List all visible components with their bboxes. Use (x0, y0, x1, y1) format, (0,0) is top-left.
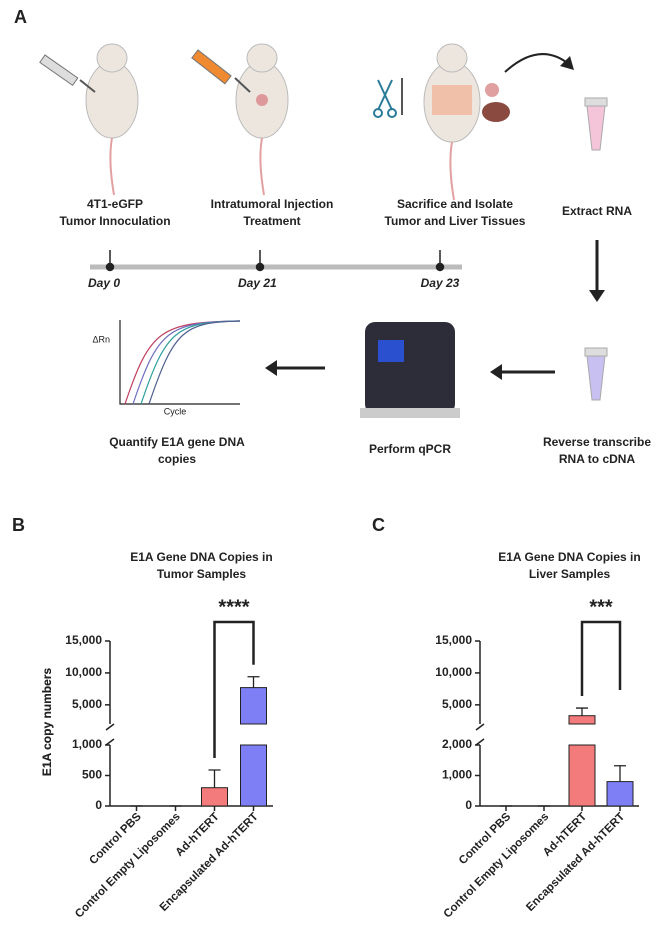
mouse-3 (423, 43, 481, 201)
syringe-2 (191, 49, 251, 93)
significance-label: **** (218, 596, 249, 618)
y-tick-label: 1,000 (442, 768, 472, 782)
axis-break (105, 723, 115, 746)
error-bar (614, 765, 626, 782)
y-tick-label: 5,000 (442, 697, 472, 711)
timeline-ticks (105, 250, 445, 272)
step-label: Tumor Innoculation (59, 214, 170, 228)
step-label: Intratumoral Injection (211, 197, 334, 211)
panel-label: A (14, 7, 27, 27)
curved-arrow (504, 53, 571, 73)
step-label: Treatment (243, 214, 300, 228)
step-label: Sacrifice and Isolate (397, 197, 513, 211)
step-label: 4T1-eGFP (87, 197, 143, 211)
flow-arrows (265, 240, 605, 380)
y-tick-label: 2,000 (442, 737, 472, 751)
y-axis-label: E1A copy numbers (40, 668, 54, 777)
step-label: Quantify E1A gene DNA (109, 435, 245, 449)
panel-label: C (372, 515, 385, 535)
mouse-2 (235, 43, 289, 196)
bar-upper (240, 687, 267, 725)
day-label: Day 23 (421, 276, 460, 290)
significance-bracket (580, 620, 622, 697)
bar-lower (240, 744, 267, 807)
error-bar (208, 769, 221, 788)
panel-label: B (12, 515, 25, 535)
bar-upper (568, 715, 596, 725)
step-label: RNA to cDNA (559, 452, 636, 466)
chart-title: Liver Samples (529, 567, 611, 581)
chart-title: E1A Gene DNA Copies in (130, 550, 272, 564)
y-tick-label: 15,000 (435, 633, 472, 647)
significance-bracket (213, 620, 255, 759)
step-label: Extract RNA (562, 204, 632, 218)
y-tick-label: 0 (465, 798, 472, 812)
day-label: Day 0 (88, 276, 120, 290)
qpcr-machine (360, 322, 460, 418)
y-tick-label: 10,000 (65, 665, 102, 679)
mouse-1 (85, 43, 139, 196)
step-label: copies (158, 452, 196, 466)
arrow-head (560, 56, 574, 70)
significance-label: *** (589, 596, 613, 618)
y-tick-label: 1,000 (72, 737, 102, 751)
scissors (373, 78, 403, 118)
tube-2 (584, 347, 608, 401)
plot-x-label: Cycle (164, 406, 187, 416)
bar (201, 787, 228, 807)
y-tick-label: 10,000 (435, 665, 472, 679)
chart-title: E1A Gene DNA Copies in (498, 550, 640, 564)
tube-1 (584, 97, 608, 151)
chart-title: Tumor Samples (157, 567, 246, 581)
error-bar (247, 676, 260, 688)
day-label: Day 21 (238, 276, 277, 290)
bar-lower (568, 744, 596, 807)
y-axis-label: E1A copy numbers (40, 668, 54, 777)
tissues (482, 83, 510, 122)
y-tick-label: 0 (95, 798, 102, 812)
step-label: Tumor and Liver Tissues (385, 214, 526, 228)
syringe-1 (39, 54, 96, 93)
qpcr-plot (119, 320, 241, 405)
y-tick-label: 5,000 (72, 697, 102, 711)
step-label: Perform qPCR (369, 442, 451, 456)
plot-y-label: ΔRn (92, 334, 110, 344)
step-label: Reverse transcribe (543, 435, 651, 449)
bar (606, 781, 634, 807)
y-tick-label: 15,000 (65, 633, 102, 647)
error-bar (576, 707, 588, 716)
axis-break (475, 723, 485, 746)
y-tick-label: 500 (82, 768, 102, 782)
